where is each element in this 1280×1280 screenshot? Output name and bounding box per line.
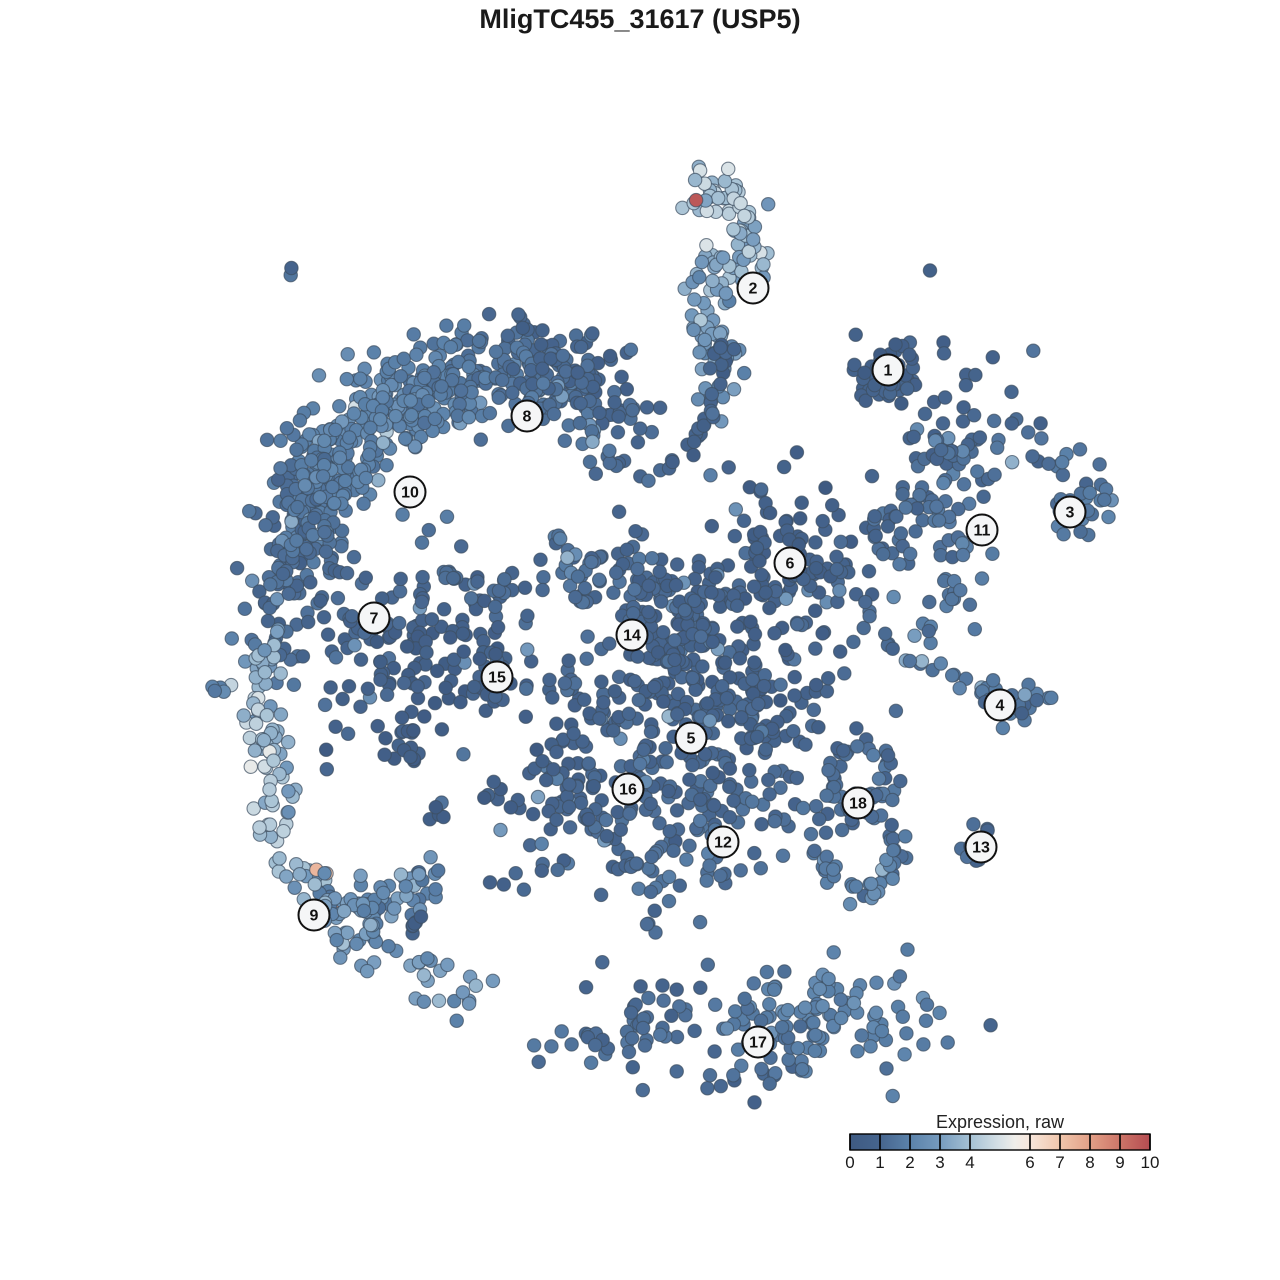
svg-text:9: 9 [1115, 1153, 1124, 1172]
svg-text:11: 11 [974, 523, 991, 540]
svg-text:4: 4 [996, 698, 1005, 715]
svg-text:6: 6 [786, 556, 795, 573]
svg-text:2: 2 [905, 1153, 914, 1172]
svg-text:18: 18 [849, 796, 867, 813]
svg-text:14: 14 [623, 628, 641, 645]
svg-text:9: 9 [310, 908, 319, 925]
svg-text:1: 1 [875, 1153, 884, 1172]
svg-text:4: 4 [965, 1153, 974, 1172]
svg-text:1: 1 [884, 363, 893, 380]
svg-text:0: 0 [845, 1153, 854, 1172]
svg-text:7: 7 [1055, 1153, 1064, 1172]
svg-text:8: 8 [523, 409, 532, 426]
svg-text:8: 8 [1085, 1153, 1094, 1172]
svg-text:2: 2 [749, 281, 758, 298]
svg-text:3: 3 [935, 1153, 944, 1172]
svg-text:12: 12 [714, 835, 732, 852]
svg-text:3: 3 [1066, 505, 1075, 522]
svg-text:6: 6 [1025, 1153, 1034, 1172]
svg-text:13: 13 [972, 840, 990, 857]
svg-text:15: 15 [488, 670, 506, 687]
svg-text:10: 10 [401, 485, 419, 502]
svg-text:Expression, raw: Expression, raw [936, 1112, 1065, 1132]
svg-text:7: 7 [370, 611, 379, 628]
svg-text:17: 17 [749, 1035, 767, 1052]
svg-text:16: 16 [619, 782, 637, 799]
svg-text:10: 10 [1141, 1153, 1160, 1172]
svg-text:5: 5 [687, 731, 696, 748]
